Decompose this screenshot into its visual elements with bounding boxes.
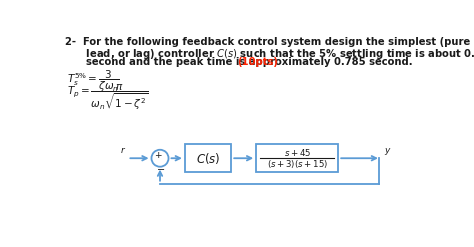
Text: $C(s)$: $C(s)$ — [196, 151, 220, 166]
Text: +: + — [154, 151, 162, 160]
Text: $(s + 3)(s + 15)$: $(s + 3)(s + 15)$ — [266, 158, 328, 170]
Text: 2-  For the following feedback control system design the simplest (pure gain,: 2- For the following feedback control sy… — [65, 37, 474, 47]
Text: $s + 45$: $s + 45$ — [283, 147, 311, 158]
Text: −: − — [157, 165, 165, 175]
Text: $T_s^{5\%} = \dfrac{3}{\zeta\omega_n}$: $T_s^{5\%} = \dfrac{3}{\zeta\omega_n}$ — [67, 69, 120, 94]
Bar — [256, 144, 338, 172]
Text: (10pts): (10pts) — [237, 57, 278, 67]
Text: y: y — [384, 146, 389, 155]
Bar — [185, 144, 231, 172]
Text: $T_p = \dfrac{\pi}{\omega_n\sqrt{1-\zeta^2}}$: $T_p = \dfrac{\pi}{\omega_n\sqrt{1-\zeta… — [67, 83, 148, 112]
Text: second and the peak time is approximately 0.785 second.: second and the peak time is approximatel… — [65, 57, 417, 67]
Text: r: r — [120, 146, 124, 155]
Text: lead, or lag) controller $C(s)$ such that the 5% settling time is about 0.6: lead, or lag) controller $C(s)$ such tha… — [65, 47, 474, 61]
